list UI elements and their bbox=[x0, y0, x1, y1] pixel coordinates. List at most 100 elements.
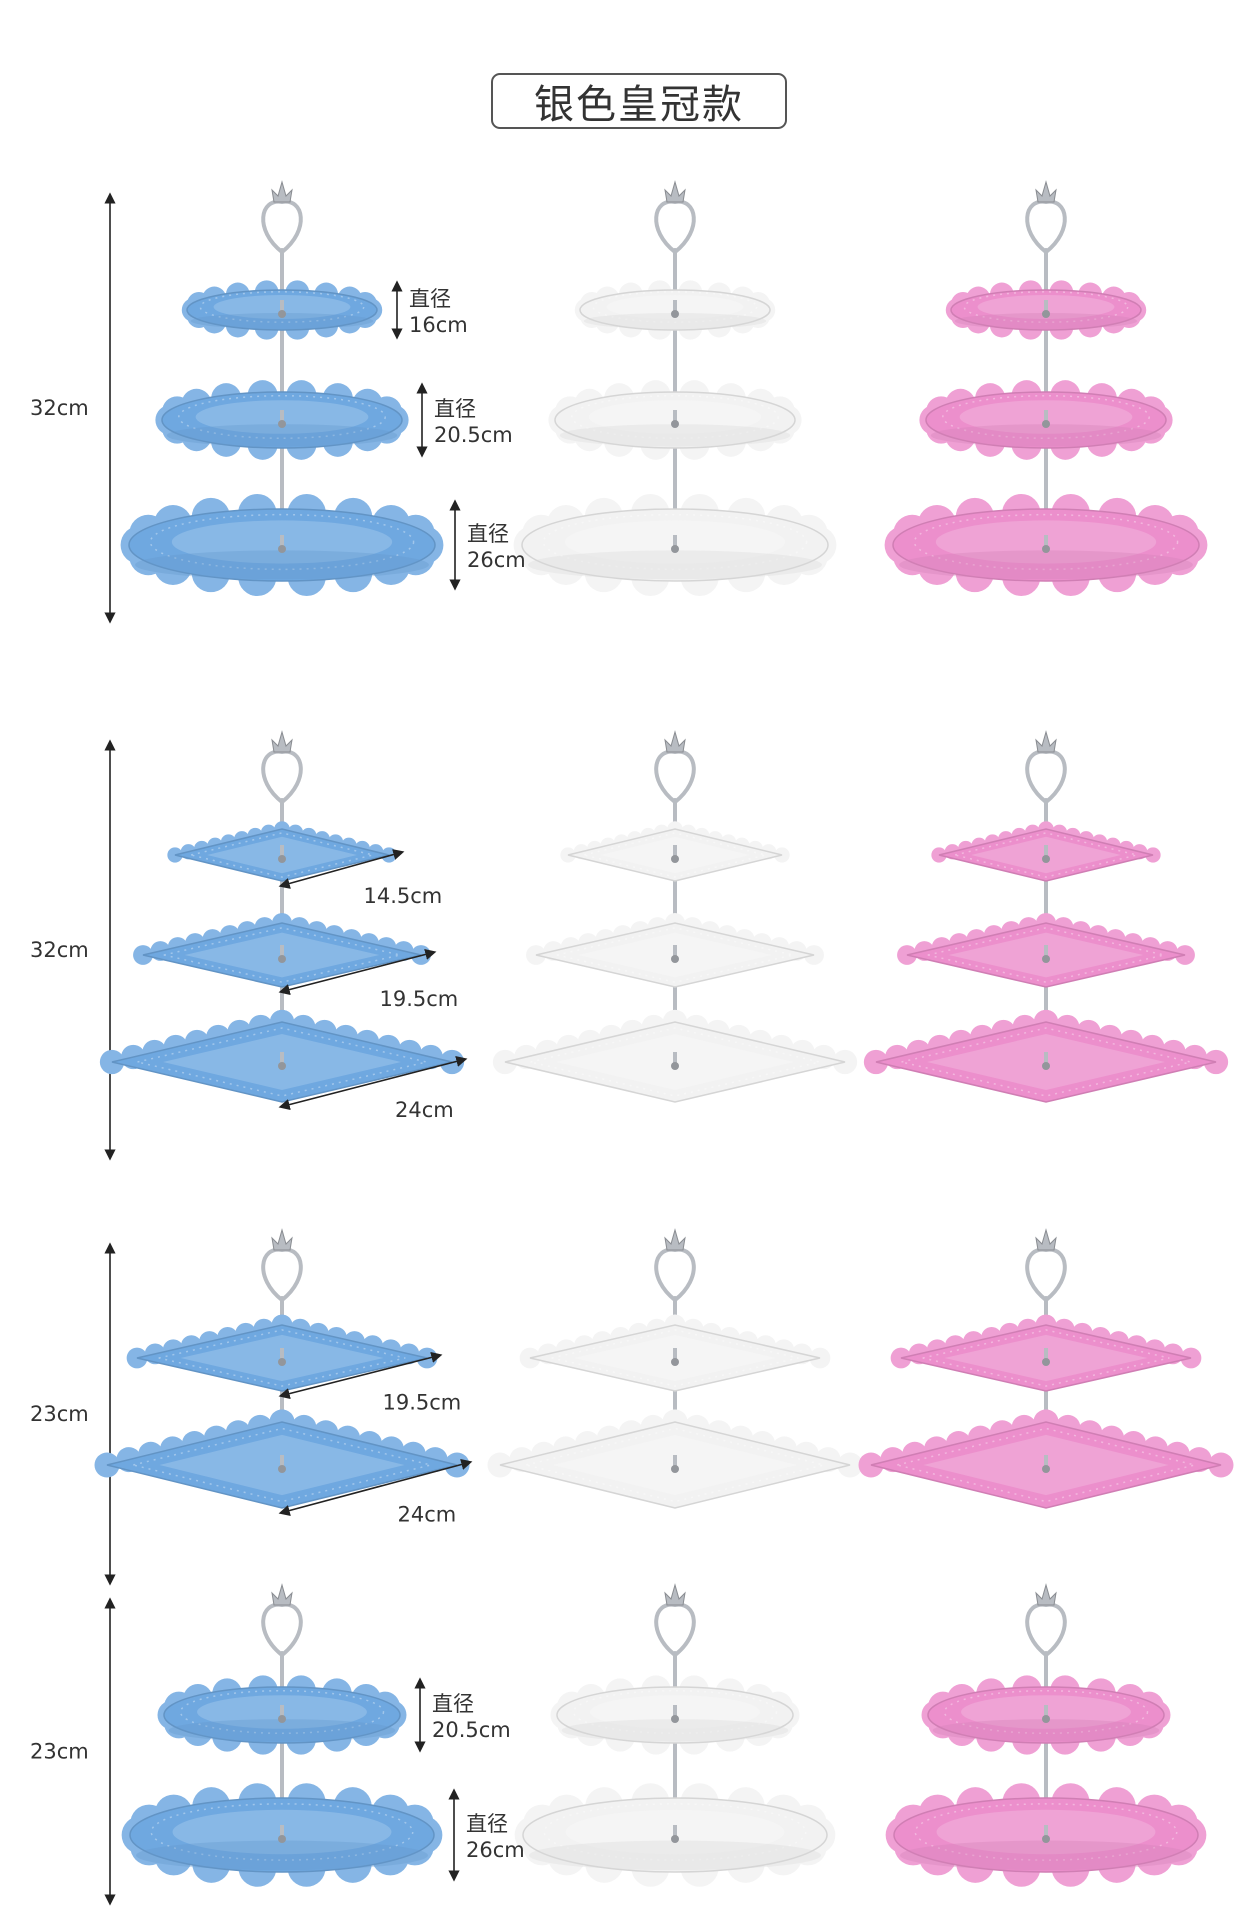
tier-plate-1 bbox=[550, 1675, 800, 1755]
stand-nut bbox=[1042, 1062, 1050, 1070]
stand-nut bbox=[278, 1358, 286, 1366]
tier-plate-2 bbox=[548, 380, 802, 460]
tier-plate-2 bbox=[526, 913, 824, 988]
plate-dot-pattern bbox=[922, 1329, 1170, 1387]
tier-plate-2 bbox=[133, 913, 431, 988]
cake-stand-pink bbox=[858, 1228, 1234, 1509]
dimension-prefix: 直径 bbox=[466, 1812, 508, 1836]
plate-dot-pattern bbox=[942, 394, 1150, 440]
tier-plate-3 bbox=[120, 493, 444, 597]
dimension-value: 26cm bbox=[466, 1838, 525, 1862]
dimension-prefix: 直径 bbox=[434, 397, 476, 421]
tier-plate-1 bbox=[560, 821, 790, 882]
plate-dot-pattern bbox=[571, 394, 779, 440]
dimension-value: 24cm bbox=[398, 1503, 457, 1527]
stand-handle-loop bbox=[261, 1602, 303, 1657]
stand-nut bbox=[278, 1715, 286, 1723]
tier-plate-1 bbox=[921, 1675, 1171, 1755]
stand-nut bbox=[671, 1358, 679, 1366]
dimension-value: 20.5cm bbox=[434, 423, 513, 447]
stand-nut bbox=[1042, 855, 1050, 863]
tier-plate-1 bbox=[945, 280, 1147, 340]
cake-stand-blue bbox=[99, 730, 465, 1103]
dimension-value: 20.5cm bbox=[432, 1718, 511, 1742]
plate-shadow bbox=[166, 424, 398, 447]
stand-nut bbox=[671, 855, 679, 863]
crown-finial bbox=[271, 1583, 293, 1606]
plate-shadow bbox=[900, 1840, 1192, 1871]
plate-dot-pattern bbox=[572, 1689, 778, 1735]
plate-shadow bbox=[932, 1719, 1160, 1742]
crown-finial bbox=[271, 1228, 293, 1251]
stand-nut bbox=[278, 545, 286, 553]
dimension-value: 14.5cm bbox=[364, 884, 443, 908]
cake-stand-blue bbox=[94, 1228, 470, 1509]
plate-shadow bbox=[168, 1719, 396, 1742]
dimension-prefix: 直径 bbox=[409, 287, 451, 311]
stand-nut bbox=[278, 1062, 286, 1070]
crown-finial bbox=[664, 1583, 686, 1606]
crown-finial bbox=[664, 180, 686, 203]
cake-stand-blue bbox=[121, 1583, 443, 1887]
dimension-3: 24cm bbox=[278, 1055, 468, 1122]
dimension-arrow bbox=[278, 1459, 473, 1516]
stand-nut bbox=[278, 310, 286, 318]
plate-dot-pattern bbox=[542, 513, 808, 571]
stand-nut bbox=[278, 1835, 286, 1843]
dimension-prefix: 直径 bbox=[467, 522, 509, 546]
tier-plate-1 bbox=[126, 1314, 438, 1392]
height-label: 32cm bbox=[30, 938, 89, 962]
cake-stand-pink bbox=[863, 730, 1229, 1103]
dimension-value: 16cm bbox=[409, 313, 468, 337]
tier-plate-2 bbox=[919, 380, 1173, 460]
tier-plate-3 bbox=[99, 1009, 465, 1103]
cake-stand-blue bbox=[120, 180, 444, 597]
dimension-prefix: 直径 bbox=[432, 1692, 474, 1716]
plate-shadow bbox=[930, 424, 1162, 447]
dimension-value: 24cm bbox=[395, 1098, 454, 1122]
height-label: 32cm bbox=[30, 396, 89, 420]
cake-stand-white bbox=[514, 1583, 836, 1887]
plate-shadow bbox=[583, 313, 767, 329]
stand-nut bbox=[671, 1465, 679, 1473]
cake-stand-pink bbox=[885, 1583, 1207, 1887]
stand-nut bbox=[671, 545, 679, 553]
stand-handle-loop bbox=[654, 1247, 696, 1302]
product-row-2: 32cm 14.5cm 19.5cm 24cm bbox=[30, 730, 1229, 1161]
stand-handle-loop bbox=[1025, 199, 1067, 254]
cake-stand-white bbox=[513, 180, 837, 597]
tier-plate-1 bbox=[890, 1314, 1202, 1392]
stand-handle-loop bbox=[1025, 749, 1067, 804]
plate-shadow bbox=[954, 313, 1138, 329]
plate-dot-pattern bbox=[914, 1803, 1178, 1861]
tier-plate-1 bbox=[931, 821, 1161, 882]
tier-plate-1 bbox=[167, 821, 397, 882]
tier-plate-3 bbox=[863, 1009, 1229, 1103]
plate-dot-pattern bbox=[963, 291, 1129, 323]
plate-dot-pattern bbox=[543, 1803, 807, 1861]
tier-plate-1 bbox=[181, 280, 383, 340]
tier-plate-2 bbox=[121, 1783, 443, 1887]
stand-nut bbox=[1042, 1465, 1050, 1473]
cake-stand-white bbox=[487, 1228, 863, 1509]
stand-handle-loop bbox=[1025, 1602, 1067, 1657]
plate-dot-pattern bbox=[943, 1689, 1149, 1735]
tier-plate-2 bbox=[897, 913, 1195, 988]
dimension-2: 24cm bbox=[278, 1459, 473, 1527]
tier-plate-1 bbox=[519, 1314, 831, 1392]
tier-plate-2 bbox=[514, 1783, 836, 1887]
stand-nut bbox=[671, 1835, 679, 1843]
page-title: 银色皇冠款 bbox=[491, 73, 787, 129]
crown-finial bbox=[1035, 1583, 1057, 1606]
plate-shadow bbox=[559, 424, 791, 447]
stand-nut bbox=[671, 955, 679, 963]
dimension-arrow bbox=[278, 1055, 468, 1111]
